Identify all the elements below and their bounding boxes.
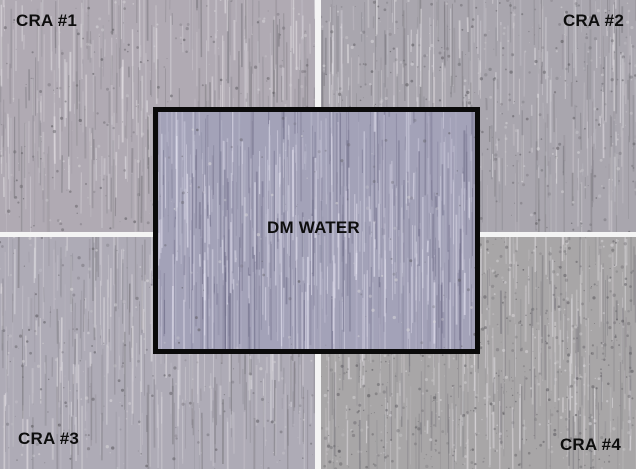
panel-label-cra-4: CRA #4 <box>559 435 621 454</box>
metal-surface-texture <box>158 112 475 349</box>
panel-label-cra-2: CRA #2 <box>562 11 624 30</box>
panel-label-cra-1: CRA #1 <box>16 11 78 30</box>
panel-label-cra-3: CRA #3 <box>18 429 80 448</box>
micrograph-panel-dm-water: DM WATER <box>153 107 480 354</box>
panel-label-dm-water: DM WATER <box>267 218 360 237</box>
